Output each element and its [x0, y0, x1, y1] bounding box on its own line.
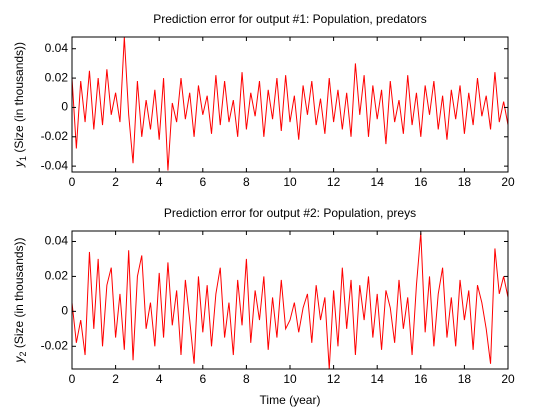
x-tick-label: 8 [243, 372, 250, 386]
x-tick-label: 20 [501, 175, 515, 189]
y-tick-label: 0.02 [45, 70, 69, 84]
x-tick-label: 12 [327, 372, 341, 386]
x-tick-label: 6 [199, 372, 206, 386]
y-tick-label: 0.02 [45, 269, 69, 283]
chart-title: Prediction error for output #1: Populati… [153, 12, 427, 26]
x-tick-label: 8 [243, 175, 250, 189]
plot-area [72, 232, 508, 369]
x-tick-label: 6 [199, 175, 206, 189]
y-tick-label: -0.04 [41, 158, 69, 172]
y-axis-label: y1 (Size (in thousands)) [12, 42, 28, 168]
x-tick-label: 18 [458, 372, 472, 386]
x-tick-label: 16 [414, 175, 428, 189]
y-axis-label: y2 (Size (in thousands)) [12, 237, 28, 363]
x-tick-label: 14 [371, 372, 385, 386]
y-tick-label: 0.04 [45, 41, 69, 55]
x-tick-label: 20 [501, 372, 515, 386]
data-line [72, 232, 508, 369]
y-tick-label: 0 [61, 304, 68, 318]
x-tick-label: 10 [283, 175, 297, 189]
y-label-var: y [12, 160, 26, 168]
plot-area [72, 37, 508, 171]
y-label-text: (Size (in thousands)) [12, 42, 26, 156]
x-tick-label: 18 [458, 175, 472, 189]
y-label-sub: 2 [18, 352, 28, 357]
x-tick-label: 12 [327, 175, 341, 189]
x-tick-label: 2 [112, 175, 119, 189]
y-tick-label: 0 [61, 100, 68, 114]
y-label-sub: 1 [18, 156, 28, 161]
y-tick-label: -0.02 [41, 338, 69, 352]
y-label-text: (Size (in thousands)) [12, 237, 26, 351]
y-tick-label: 0.04 [45, 234, 69, 248]
data-line [72, 37, 508, 171]
x-tick-label: 2 [112, 372, 119, 386]
x-tick-label: 0 [69, 175, 76, 189]
x-tick-label: 4 [156, 175, 163, 189]
x-axis-label: Time (year) [260, 393, 321, 407]
chart-title: Prediction error for output #2: Populati… [164, 206, 416, 220]
x-tick-label: 0 [69, 372, 76, 386]
x-tick-label: 10 [283, 372, 297, 386]
x-tick-label: 14 [371, 175, 385, 189]
x-tick-label: 4 [156, 372, 163, 386]
y-label-var: y [12, 356, 26, 364]
y-tick-label: -0.02 [41, 129, 69, 143]
x-tick-label: 16 [414, 372, 428, 386]
